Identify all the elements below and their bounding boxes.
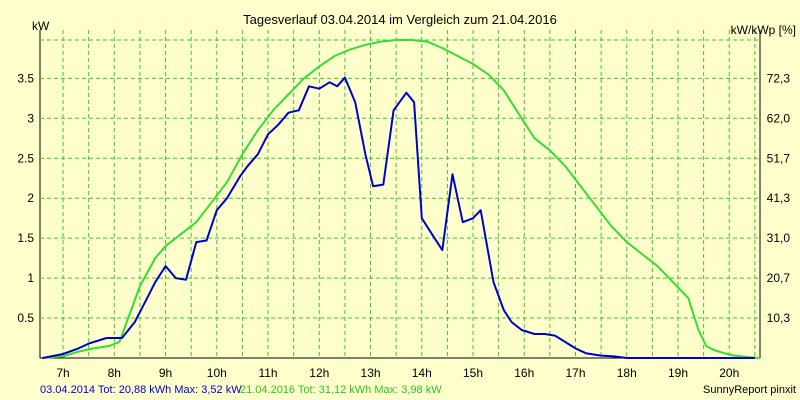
x-tick-label: 9h: [159, 366, 172, 380]
y-tick-label-right: 41,3: [767, 191, 791, 205]
x-ticks: 7h 8h 9h 10h 11h 12h 13h 14h 15h 16h 17h 18h 19h 20h: [56, 366, 739, 380]
footer-info-series-1: 03.04.2014 Tot: 20,88 kWh Max: 3,52 kW: [40, 384, 242, 396]
y-tick-label-left: 1.5: [17, 231, 34, 245]
x-tick-label: 11h: [258, 366, 277, 380]
x-tick-label: 17h: [566, 366, 586, 380]
y-tick-label-left: 0.5: [17, 311, 34, 325]
x-tick-label: 8h: [108, 366, 121, 380]
footer-info-series-2: 21.04.2016 Tot: 31,12 kWh Max: 3,98 kW: [240, 384, 442, 396]
x-tick-label: 19h: [668, 366, 688, 380]
series-lines: [42, 39, 761, 359]
y-tick-label-right: 10,3: [767, 311, 791, 325]
y-tick-label-left: 3.5: [17, 71, 34, 85]
x-tick-label: 12h: [309, 366, 329, 380]
y-tick-label-left: 3: [27, 111, 34, 125]
series-line-1: [42, 76, 755, 359]
y-axis-right-label: kW/kWp [%]: [731, 23, 796, 37]
y-tick-label-right: 20,7: [767, 271, 791, 285]
y-tick-label-right: 72,3: [767, 71, 791, 85]
y-ticks-right: 10,3 20,7 31,0 41,3 51,7 62,0 72,3: [767, 71, 791, 325]
y-tick-label-left: 1: [27, 271, 34, 285]
x-tick-label: 18h: [617, 366, 637, 380]
x-tick-label: 20h: [719, 366, 739, 380]
chart-title: Tagesverlauf 03.04.2014 im Vergleich zum…: [243, 12, 557, 27]
y-tick-label-right: 31,0: [767, 231, 791, 245]
x-tick-label: 14h: [412, 366, 432, 380]
series-line-2: [42, 39, 761, 359]
y-ticks-left: 0.5 1 1.5 2 2.5 3 3.5: [17, 71, 34, 325]
x-tick-label: 13h: [361, 366, 381, 380]
footer-credit: SunnyReport pinxit: [703, 384, 796, 396]
plot-area: [40, 40, 760, 358]
y-tick-label-left: 2.5: [17, 151, 34, 165]
x-tick-label: 16h: [514, 366, 534, 380]
y-tick-label-right: 62,0: [767, 111, 791, 125]
y-tick-label-left: 2: [27, 191, 34, 205]
y-tick-label-right: 51,7: [767, 151, 791, 165]
x-tick-label: 10h: [207, 366, 227, 380]
x-tick-label: 7h: [56, 366, 69, 380]
y-axis-left-label: kW: [32, 19, 50, 33]
grid: [40, 30, 760, 358]
x-tick-label: 15h: [463, 366, 483, 380]
